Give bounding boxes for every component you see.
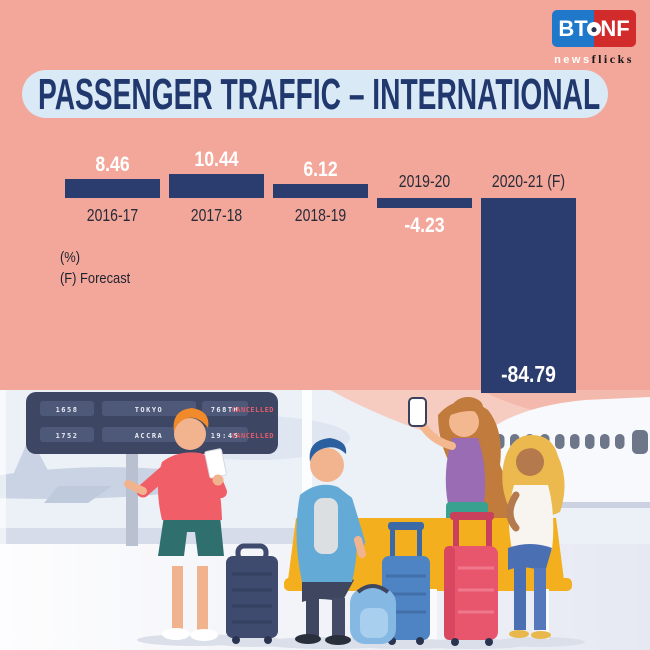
value-label: 8.46 xyxy=(95,152,130,176)
standing-traveler xyxy=(124,408,227,641)
logo-box: BT NF xyxy=(552,10,636,47)
destination: TOKYO xyxy=(135,406,164,414)
sneaker xyxy=(162,628,190,640)
title-band: PASSENGER TRAFFIC – INTERNATIONAL xyxy=(22,70,608,119)
destination: ACCRA xyxy=(135,432,164,440)
gate: 19:45 xyxy=(211,432,240,440)
grenade-icon xyxy=(587,21,601,36)
bar-2019-20 xyxy=(377,198,472,208)
gate: 768TH xyxy=(211,406,240,414)
departure-board: 1658 TOKYO 768TH CANCELLED 1752 ACCRA 19… xyxy=(26,392,278,546)
bar-chart: 8.46 2016-17 10.44 2017-18 6.12 2018-19 … xyxy=(65,0,576,394)
category-label: 2017-18 xyxy=(190,205,243,225)
status-cancelled: CANCELLED xyxy=(232,432,274,440)
hair xyxy=(309,438,347,462)
window-mullion xyxy=(302,390,312,544)
board-post xyxy=(126,452,138,546)
flight-number: 1658 xyxy=(56,406,79,414)
navy-suitcase xyxy=(226,543,278,644)
category-label: 2019-20 xyxy=(398,171,451,191)
value-label: -4.23 xyxy=(404,213,445,237)
chart-column: -4.23 2019-20 xyxy=(377,0,472,394)
forecast-note: (F) Forecast xyxy=(60,270,131,287)
window-mullion xyxy=(0,390,6,544)
jeans xyxy=(508,544,552,572)
bar-2018-19 xyxy=(273,183,368,198)
pink-suitcase xyxy=(444,512,498,646)
airport-illustration: 1658 TOKYO 768TH CANCELLED 1752 ACCRA 19… xyxy=(0,390,650,650)
bar-2016-17 xyxy=(65,178,160,198)
unit-note: (%) xyxy=(60,249,81,266)
tee xyxy=(314,498,338,554)
chart-column: -84.79 2020-21 (F) xyxy=(481,0,576,394)
hair xyxy=(448,396,484,416)
logo-tagline: newsflicks xyxy=(552,50,636,68)
bar-2020-21 xyxy=(481,198,576,394)
sneaker xyxy=(190,629,218,641)
chart-notes: (%) (F) Forecast xyxy=(60,247,130,289)
category-label: 2018-19 xyxy=(294,205,347,225)
seated-woman xyxy=(502,434,565,639)
chart-column: 10.44 2017-18 xyxy=(169,0,264,394)
tagline-flicks: flicks xyxy=(591,52,634,66)
purple-top xyxy=(445,438,486,504)
value-label: -84.79 xyxy=(501,361,556,388)
backpack xyxy=(350,584,396,644)
btnf-logo: BT NF newsflicks xyxy=(552,10,636,68)
chart-column: 6.12 2018-19 xyxy=(273,0,368,394)
page-title: PASSENGER TRAFFIC – INTERNATIONAL xyxy=(38,70,601,119)
sandal xyxy=(509,630,529,638)
shoe xyxy=(325,635,351,645)
category-label: 2016-17 xyxy=(86,205,139,225)
logo-nf: NF xyxy=(594,10,636,47)
bar-2017-18 xyxy=(169,173,264,198)
value-label: 10.44 xyxy=(194,147,239,171)
flight-number: 1752 xyxy=(56,432,79,440)
phone xyxy=(408,397,427,427)
white-top xyxy=(508,485,554,550)
category-label: 2020-21 (F) xyxy=(491,171,566,191)
red-shirt xyxy=(158,452,222,520)
shoe xyxy=(295,634,321,644)
status-cancelled: CANCELLED xyxy=(232,406,274,414)
value-label: 6.12 xyxy=(303,157,338,181)
seated-man xyxy=(295,438,366,645)
hair xyxy=(173,408,209,432)
chart-column: 8.46 2016-17 xyxy=(65,0,160,394)
sandal xyxy=(531,631,551,639)
shorts xyxy=(158,516,224,556)
tagline-news: news xyxy=(554,54,592,66)
